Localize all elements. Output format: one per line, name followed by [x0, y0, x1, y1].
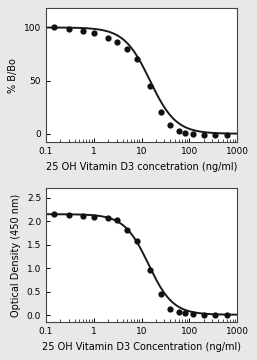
Point: [115, 217, 119, 223]
X-axis label: 25 OH Vitamin D3 Concentration (ng/ml): 25 OH Vitamin D3 Concentration (ng/ml): [42, 342, 241, 352]
Point: [168, 306, 172, 311]
Point: [213, 312, 217, 318]
Point: [106, 215, 110, 221]
Point: [183, 130, 187, 136]
Point: [213, 132, 217, 138]
Point: [52, 211, 57, 217]
Point: [92, 30, 96, 36]
Point: [202, 312, 206, 318]
Point: [92, 213, 96, 219]
Point: [202, 132, 206, 138]
Point: [191, 311, 195, 317]
Point: [125, 227, 129, 233]
Point: [125, 46, 129, 51]
Point: [177, 128, 181, 134]
Point: [148, 83, 152, 89]
Point: [115, 40, 119, 45]
Y-axis label: % B/Bo: % B/Bo: [8, 58, 18, 93]
Point: [183, 310, 187, 316]
Point: [52, 24, 57, 30]
Point: [159, 291, 163, 297]
Point: [67, 212, 71, 217]
X-axis label: 25 OH Vitamin D3 concetration (ng/ml): 25 OH Vitamin D3 concetration (ng/ml): [46, 162, 237, 172]
Point: [81, 28, 85, 33]
Y-axis label: Optical Density (450 nm): Optical Density (450 nm): [11, 194, 21, 317]
Point: [177, 310, 181, 315]
Point: [225, 312, 229, 318]
Point: [81, 213, 85, 219]
Point: [106, 35, 110, 41]
Point: [168, 122, 172, 128]
Point: [135, 239, 139, 244]
Point: [135, 57, 139, 62]
Point: [159, 109, 163, 115]
Point: [67, 26, 71, 31]
Point: [225, 132, 229, 138]
Point: [148, 267, 152, 273]
Point: [191, 131, 195, 137]
